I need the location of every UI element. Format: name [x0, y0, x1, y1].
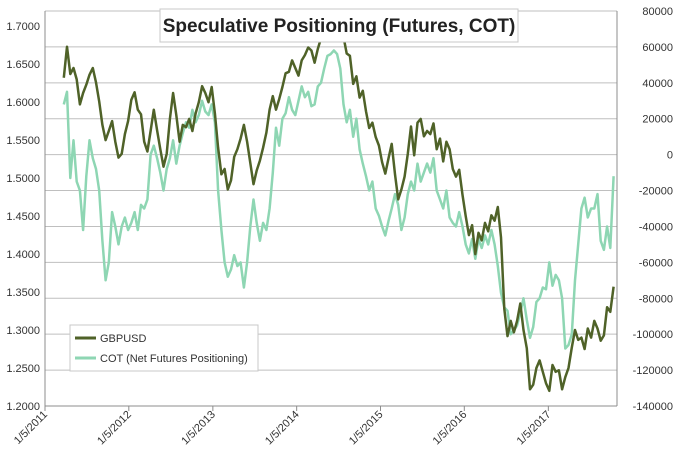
x-axis-ticks: 1/5/2011 1/5/2012 1/5/2013 1/5/2014 1/5/2015… [12, 406, 554, 448]
x-tick-label: 1/5/2014 [263, 409, 302, 448]
right-tick-label: -140000 [633, 401, 673, 413]
chart-title-text: Speculative Positioning (Futures, COT) [163, 16, 516, 37]
x-tick-label: 1/5/2016 [431, 409, 470, 448]
right-tick-label: -40000 [639, 221, 673, 233]
right-tick-label: -100000 [633, 329, 673, 341]
right-tick-label: -60000 [639, 257, 673, 269]
right-tick-label: 0 [667, 150, 673, 162]
x-tick-label: 1/5/2011 [12, 409, 50, 447]
right-axis-ticks: 80000 60000 40000 20000 0 -20000 -40000 -60000 -… [633, 6, 673, 413]
x-tick-label: 1/5/2017 [515, 409, 554, 448]
right-tick-label: 20000 [642, 114, 673, 126]
left-tick-label: 1.3000 [6, 325, 40, 337]
right-tick-label: 60000 [642, 42, 673, 54]
legend: GBPUSD COT (Net Futures Positioning) [69, 324, 259, 372]
right-tick-label: -20000 [639, 186, 673, 198]
left-tick-label: 1.5000 [6, 173, 40, 185]
left-tick-label: 1.3500 [6, 287, 40, 299]
left-tick-label: 1.4500 [6, 211, 40, 223]
left-tick-label: 1.5500 [6, 135, 40, 147]
left-tick-label: 1.6500 [6, 59, 40, 71]
left-axis-ticks: 1.2000 1.2500 1.3000 1.3500 1.4000 1.4500 1.50… [6, 21, 40, 413]
series-cot [62, 49, 615, 350]
left-tick-label: 1.2000 [6, 401, 40, 413]
series-line-cot [62, 49, 615, 350]
legend-label-cot: COT (Net Futures Positioning) [100, 353, 248, 365]
right-tick-label: -120000 [633, 365, 673, 377]
right-tick-label: -80000 [639, 293, 673, 305]
right-tick-label: 80000 [642, 6, 673, 18]
left-tick-label: 1.2500 [6, 363, 40, 375]
left-tick-label: 1.4000 [6, 249, 40, 261]
chart-title: Speculative Positioning (Futures, COT) [159, 8, 519, 43]
right-tick-label: 40000 [642, 78, 673, 90]
x-tick-label: 1/5/2015 [347, 409, 386, 448]
plot-area [44, 11, 618, 407]
legend-label-gbpusd: GBPUSD [100, 333, 147, 345]
x-tick-label: 1/5/2012 [95, 409, 134, 448]
x-tick-label: 1/5/2013 [179, 409, 218, 448]
left-tick-label: 1.6000 [6, 97, 40, 109]
left-tick-label: 1.7000 [6, 21, 40, 33]
